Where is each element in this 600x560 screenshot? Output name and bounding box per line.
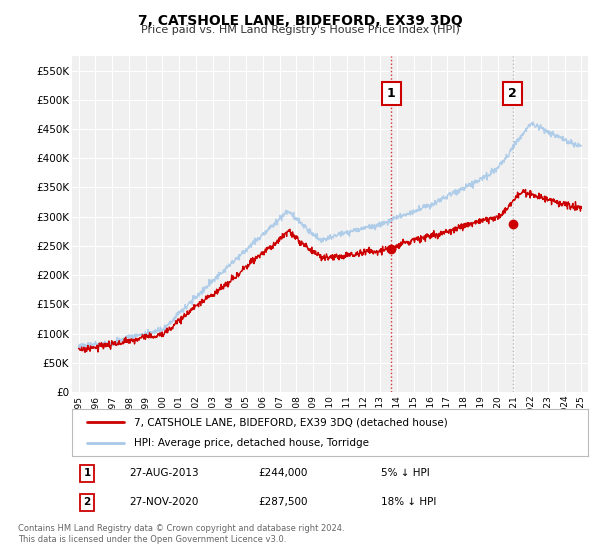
Text: £244,000: £244,000 — [258, 468, 307, 478]
Text: 5% ↓ HPI: 5% ↓ HPI — [381, 468, 430, 478]
Text: This data is licensed under the Open Government Licence v3.0.: This data is licensed under the Open Gov… — [18, 535, 286, 544]
Text: 7, CATSHOLE LANE, BIDEFORD, EX39 3DQ (detached house): 7, CATSHOLE LANE, BIDEFORD, EX39 3DQ (de… — [134, 417, 448, 427]
Text: 18% ↓ HPI: 18% ↓ HPI — [381, 497, 436, 507]
Text: 27-NOV-2020: 27-NOV-2020 — [129, 497, 199, 507]
Text: £287,500: £287,500 — [258, 497, 308, 507]
Text: 2: 2 — [83, 497, 91, 507]
Text: Contains HM Land Registry data © Crown copyright and database right 2024.: Contains HM Land Registry data © Crown c… — [18, 524, 344, 533]
Text: 27-AUG-2013: 27-AUG-2013 — [129, 468, 199, 478]
Text: 1: 1 — [83, 468, 91, 478]
Text: 7, CATSHOLE LANE, BIDEFORD, EX39 3DQ: 7, CATSHOLE LANE, BIDEFORD, EX39 3DQ — [137, 14, 463, 28]
Text: 1: 1 — [387, 87, 395, 100]
Text: Price paid vs. HM Land Registry's House Price Index (HPI): Price paid vs. HM Land Registry's House … — [140, 25, 460, 35]
Text: HPI: Average price, detached house, Torridge: HPI: Average price, detached house, Torr… — [134, 438, 369, 448]
Text: 2: 2 — [508, 87, 517, 100]
